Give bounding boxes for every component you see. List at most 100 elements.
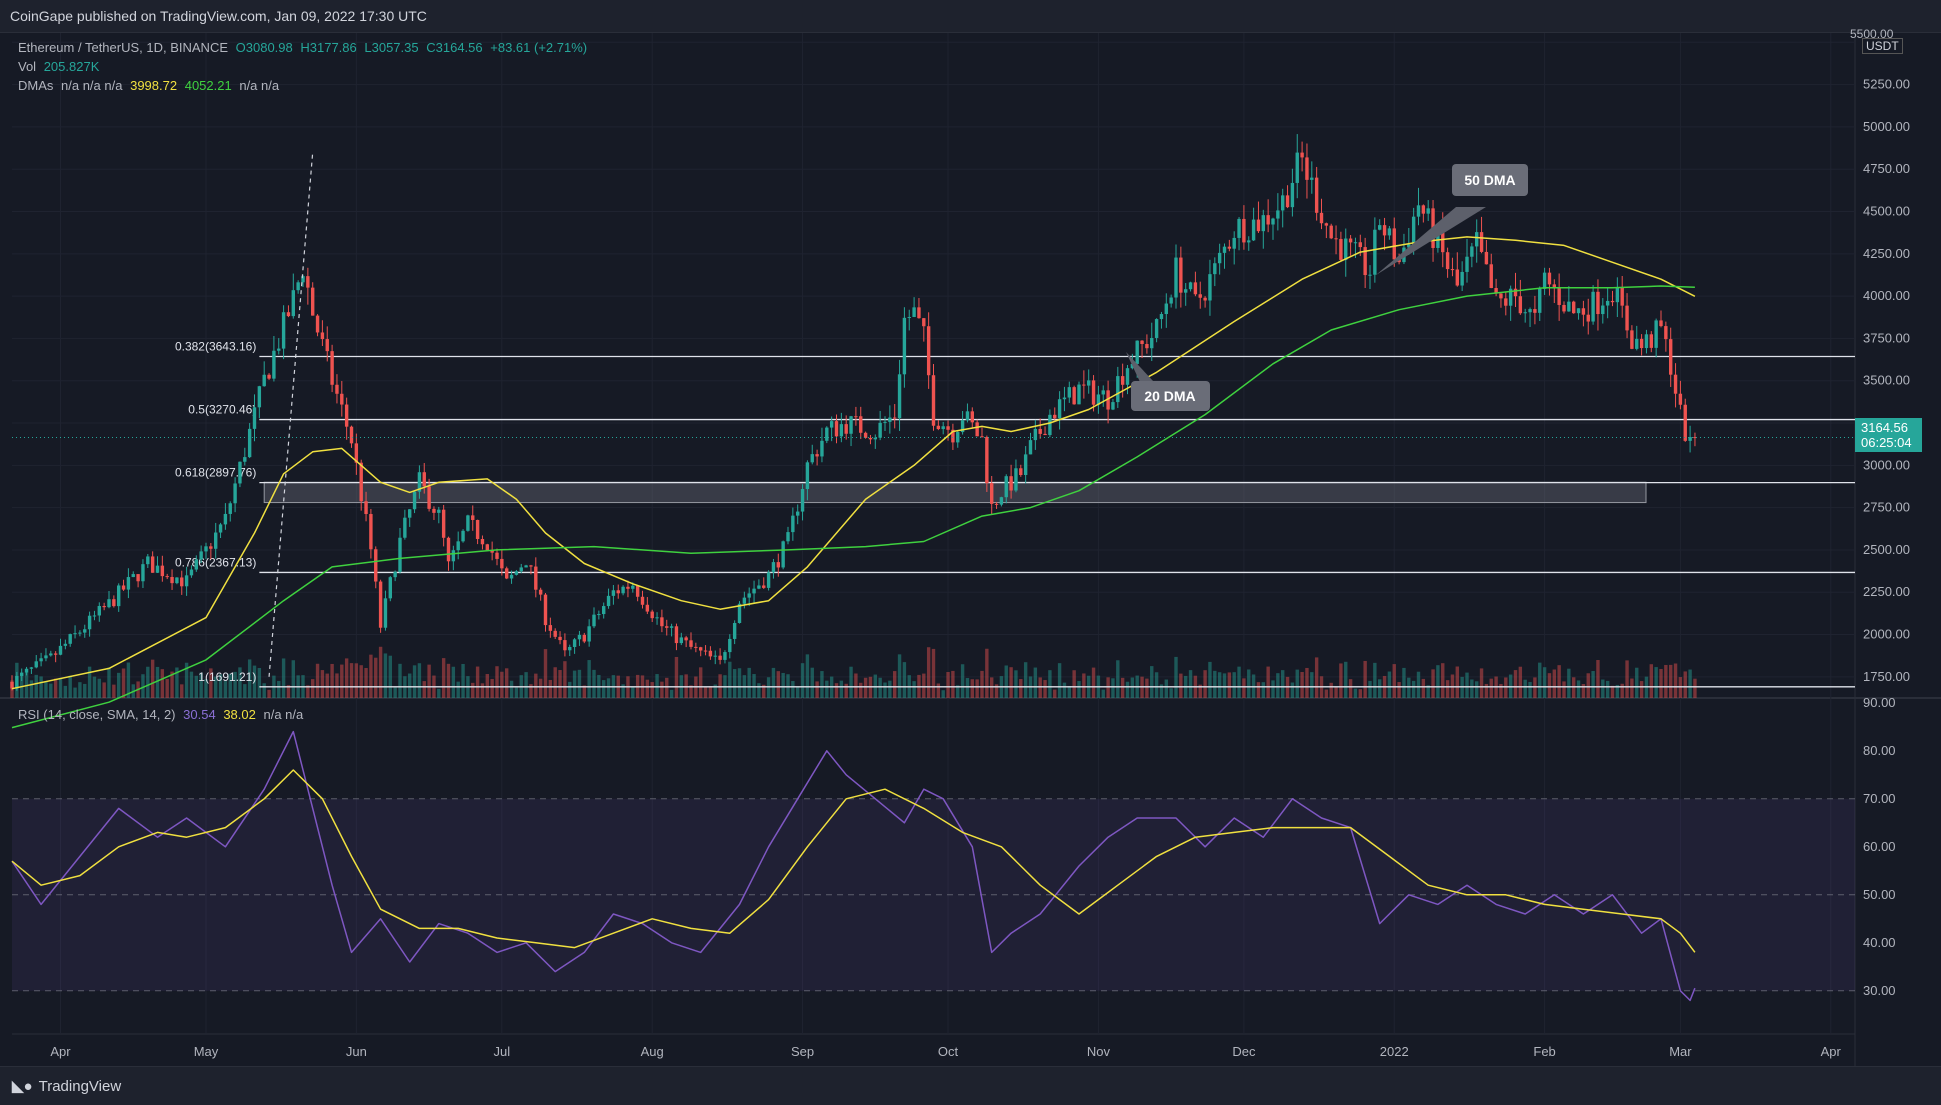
candle-body: [1528, 309, 1532, 313]
volume-bar: [1402, 667, 1406, 698]
volume-bar: [805, 654, 810, 698]
candle-body: [427, 486, 431, 509]
candle-body: [325, 339, 329, 352]
candle-body: [1179, 257, 1183, 293]
dma-label: DMAs: [18, 78, 54, 93]
candle-body: [184, 575, 189, 587]
candle-body: [509, 574, 514, 579]
volume-bar: [951, 670, 955, 698]
candle-body: [209, 546, 213, 549]
volume-bar: [1693, 678, 1697, 698]
dma50-line: [11, 285, 1695, 729]
candle-body: [1664, 326, 1668, 340]
candle-body: [1004, 476, 1008, 498]
rsi-tick-label: 70.00: [1863, 791, 1896, 806]
candle-body: [1091, 380, 1096, 405]
candle-body: [907, 316, 911, 318]
volume-bar: [810, 667, 814, 698]
month-tick-label: Jul: [494, 1044, 511, 1059]
volume-bar: [863, 677, 868, 698]
candle-body: [1290, 182, 1295, 208]
volume-bar: [859, 682, 863, 698]
volume-bar: [1572, 677, 1576, 698]
candle-body: [863, 432, 868, 438]
fib-level-label: 0.5(3270.46): [188, 403, 256, 417]
volume-bar: [1053, 689, 1057, 698]
volume-bar: [214, 676, 218, 698]
currency-label[interactable]: USDT: [1862, 38, 1903, 54]
volume-bar: [1111, 678, 1115, 698]
volume-value: 205.827K: [43, 59, 100, 74]
candle-body: [1169, 297, 1173, 304]
candle-body: [1120, 376, 1125, 385]
candle-body: [699, 647, 703, 651]
candle-body: [1057, 399, 1062, 419]
volume-bar: [1314, 657, 1319, 698]
candle-body: [1518, 296, 1523, 314]
volume-bar: [238, 667, 242, 698]
candle-body: [1688, 437, 1692, 441]
volume-bar: [631, 686, 635, 698]
candle-body: [718, 655, 722, 660]
axes: Apr May Jun Jul Aug Sep Oct Nov Dec 2022 Feb Mar Apr…: [50, 77, 1910, 1059]
volume-bar: [757, 683, 761, 698]
volume-bar: [796, 687, 800, 698]
candle-body: [931, 375, 936, 426]
volume-bar: [606, 678, 611, 698]
candle-body: [548, 625, 553, 631]
volume-bar: [267, 689, 271, 698]
candle-body: [1416, 205, 1421, 217]
candle-body: [1174, 257, 1178, 298]
candle-body: [252, 407, 257, 429]
volume-bar: [335, 673, 339, 698]
candle-body: [956, 432, 960, 443]
month-tick-label: Mar: [1669, 1044, 1692, 1059]
candle-body: [825, 427, 829, 441]
candle-body: [150, 556, 155, 573]
candle-body: [985, 437, 989, 484]
rsi-label: RSI (14, close, SMA, 14, 2): [18, 707, 176, 722]
candle-body: [1615, 287, 1620, 303]
candle-body: [975, 422, 979, 437]
volume-bar: [1460, 676, 1464, 698]
volume-bars: [10, 646, 1697, 698]
price-tick-label: 4000.00: [1863, 288, 1910, 303]
candle-body: [388, 577, 392, 599]
publisher-bar: CoinGape published on TradingView.com, J…: [0, 0, 1941, 33]
volume-bar: [1407, 677, 1411, 698]
candle-body: [1421, 205, 1426, 214]
candle-body: [1639, 338, 1644, 349]
volume-bar: [44, 681, 48, 698]
volume-bar: [1363, 660, 1367, 698]
candle-body: [485, 544, 489, 551]
candle-body: [674, 626, 679, 644]
volume-bar: [175, 667, 179, 698]
candle-body: [655, 617, 659, 619]
volume-bar: [1300, 671, 1304, 698]
volume-bar: [1091, 667, 1096, 698]
volume-bar: [325, 673, 329, 698]
candle-body: [1242, 218, 1246, 243]
candle-body: [616, 590, 620, 594]
candle-body: [635, 585, 640, 597]
volume-bar: [107, 667, 111, 698]
volume-bar: [854, 673, 858, 698]
volume-bar: [1116, 660, 1120, 698]
volume-bar: [112, 684, 116, 698]
volume-bar: [359, 665, 363, 698]
candle-body: [1106, 390, 1110, 410]
candle-body: [1305, 157, 1309, 180]
volume-bar: [1276, 673, 1280, 698]
volume-bar: [1188, 670, 1193, 698]
candle-body: [878, 422, 882, 438]
candle-body: [364, 501, 368, 515]
tradingview-logo[interactable]: ◣● TradingView: [12, 1077, 121, 1095]
rsi-pane-bg: [12, 698, 1855, 1034]
volume-bar: [1310, 672, 1314, 698]
volume-bar: [408, 673, 412, 698]
volume-bar: [839, 680, 844, 698]
volume-bar: [117, 672, 121, 698]
candle-body: [1072, 387, 1076, 405]
price-tick-label: 4750.00: [1863, 161, 1910, 176]
